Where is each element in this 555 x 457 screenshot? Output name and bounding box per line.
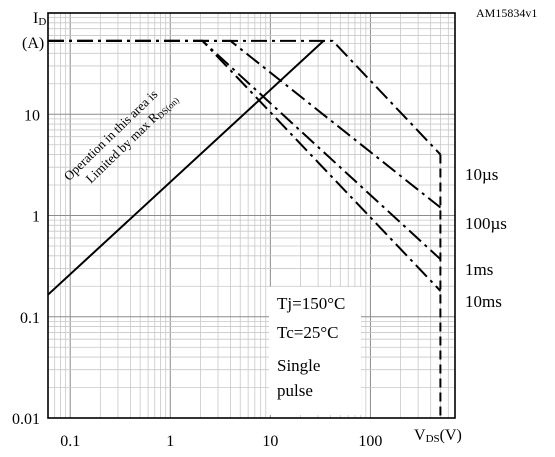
condition-pulse-2: pulse: [277, 381, 313, 400]
series-label: 10ms: [465, 292, 502, 311]
x-axis-label-sub: DS: [425, 433, 440, 445]
x-axis-label: VDS(V): [414, 427, 462, 445]
y-axis-label: ID: [33, 10, 46, 28]
series-label: 10µs: [465, 165, 499, 184]
y-axis-unit: (A): [22, 35, 45, 52]
y-tick-label: 10: [24, 107, 40, 124]
x-tick-label: 0.1: [60, 433, 80, 450]
condition-tc: Tc=25°C: [277, 323, 339, 342]
y-tick-label: 0.01: [12, 411, 40, 428]
plot-frame: [47, 12, 456, 419]
series-line-5: [47, 40, 325, 296]
tick-labels: 0.1 1 10 100 0.01 0.1 1 10: [12, 107, 382, 450]
condition-pulse-1: Single: [277, 356, 321, 375]
x-axis-label-unit: (V): [439, 427, 462, 444]
y-axis-label-sub: D: [38, 16, 47, 28]
series-label: 100µs: [465, 214, 507, 233]
series-label: 1ms: [465, 260, 494, 279]
y-axis-label-main: I: [33, 10, 39, 27]
x-axis-label-main: V: [414, 427, 426, 444]
condition-tj: Tj=150°C: [277, 294, 346, 313]
y-tick-label: 0.1: [20, 310, 40, 327]
y-tick-label: 1: [32, 209, 40, 226]
figure-id: AM15834v1: [476, 6, 538, 20]
conditions-box: [269, 287, 361, 415]
x-tick-label: 1: [166, 433, 174, 450]
series-group: [47, 39, 442, 418]
x-tick-label: 100: [358, 433, 382, 450]
series-line-3: [48, 39, 442, 292]
x-tick-label: 10: [262, 433, 278, 450]
